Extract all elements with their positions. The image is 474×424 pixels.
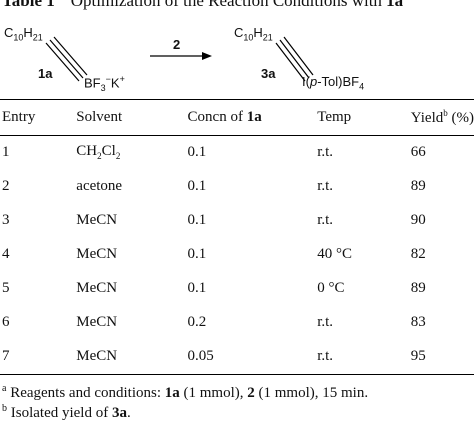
table-row: 5 MeCN 0.1 0 °C 89	[0, 271, 474, 305]
caption-text: Optimization of the Reaction Conditions …	[70, 0, 387, 10]
product-group-label: I(p-Tol)BF4	[302, 74, 365, 92]
reactant-structure	[45, 36, 88, 82]
cell-temp: r.t.	[317, 143, 334, 160]
cell-temp: r.t.	[317, 177, 334, 194]
table-row: 1 CH2Cl2 0.1 r.t. 66	[0, 135, 474, 169]
cell-solvent: MeCN	[76, 313, 118, 330]
cell-yield: 89	[410, 279, 426, 296]
cell-concn: 0.05	[187, 347, 214, 364]
bottom-rule	[0, 374, 474, 375]
cell-concn: 0.2	[187, 313, 207, 330]
table-row: 6 MeCN 0.2 r.t. 83	[0, 305, 474, 339]
cell-entry: 5	[2, 279, 10, 296]
cell-entry: 7	[2, 347, 10, 364]
cell-yield: 83	[410, 313, 426, 330]
product-chain-label: C10H21	[234, 25, 273, 43]
header-yield: Yieldb (%)	[410, 108, 474, 126]
footnote-a: a Reagents and conditions: 1a (1 mmol), …	[2, 383, 369, 401]
cell-temp: r.t.	[317, 313, 334, 330]
reaction-arrow	[150, 52, 212, 60]
header-entry: Entry	[2, 109, 36, 125]
table-row: 2 acetone 0.1 r.t. 89	[0, 169, 474, 203]
header-rule	[0, 135, 474, 136]
cell-yield: 66	[410, 143, 426, 160]
cell-yield: 89	[410, 177, 426, 194]
cell-temp: 40 °C	[317, 245, 352, 262]
cell-solvent: MeCN	[76, 211, 118, 228]
table-caption: Table 1 Optimization of the Reaction Cond…	[2, 0, 408, 11]
cell-entry: 2	[2, 177, 10, 194]
cell-entry: 6	[2, 313, 10, 330]
cell-concn: 0.1	[187, 177, 207, 194]
product-structure	[275, 36, 314, 82]
cell-solvent: MeCN	[76, 279, 118, 296]
caption-label: Table 1	[2, 0, 55, 10]
cell-temp: r.t.	[317, 211, 334, 228]
cell-concn: 0.1	[187, 279, 207, 296]
table-row: 3 MeCN 0.1 r.t. 90	[0, 203, 474, 237]
cell-solvent: acetone	[76, 177, 123, 194]
reagent-id: 2	[173, 37, 181, 52]
cell-yield: 90	[410, 211, 426, 228]
table-header-row: Entry Solvent Concn of 1a Temp Yieldb (%…	[0, 100, 474, 135]
optimization-table: Entry Solvent Concn of 1a Temp Yieldb (%…	[0, 100, 474, 373]
reaction-scheme	[45, 36, 314, 82]
cell-entry: 1	[2, 143, 10, 160]
cell-concn: 0.1	[187, 143, 207, 160]
caption-compound: 1a	[386, 0, 404, 10]
header-concn: Concn of 1a	[187, 109, 262, 125]
table-row: 7 MeCN 0.05 r.t. 95	[0, 339, 474, 373]
header-solvent: Solvent	[76, 109, 123, 125]
cell-solvent: CH2Cl2	[76, 143, 121, 161]
caption-footnote-mark: a	[403, 0, 407, 2]
product-id: 3a	[261, 66, 276, 81]
footnote-b: b Isolated yield of 3a.	[2, 403, 131, 421]
cell-solvent: MeCN	[76, 347, 118, 364]
reactant-chain-label: C10H21	[4, 25, 43, 43]
reactant-id: 1a	[38, 66, 53, 81]
cell-concn: 0.1	[187, 211, 207, 228]
cell-temp: 0 °C	[317, 279, 345, 296]
cell-entry: 3	[2, 211, 10, 228]
table-row: 4 MeCN 0.1 40 °C 82	[0, 237, 474, 271]
cell-yield: 82	[410, 245, 426, 262]
top-rule	[0, 99, 474, 100]
cell-yield: 95	[410, 347, 426, 364]
cell-concn: 0.1	[187, 245, 207, 262]
cell-solvent: MeCN	[76, 245, 118, 262]
cell-entry: 4	[2, 245, 10, 262]
header-temp: Temp	[317, 109, 352, 125]
cell-temp: r.t.	[317, 347, 334, 364]
reactant-salt-label: BF3−K+	[84, 74, 125, 93]
